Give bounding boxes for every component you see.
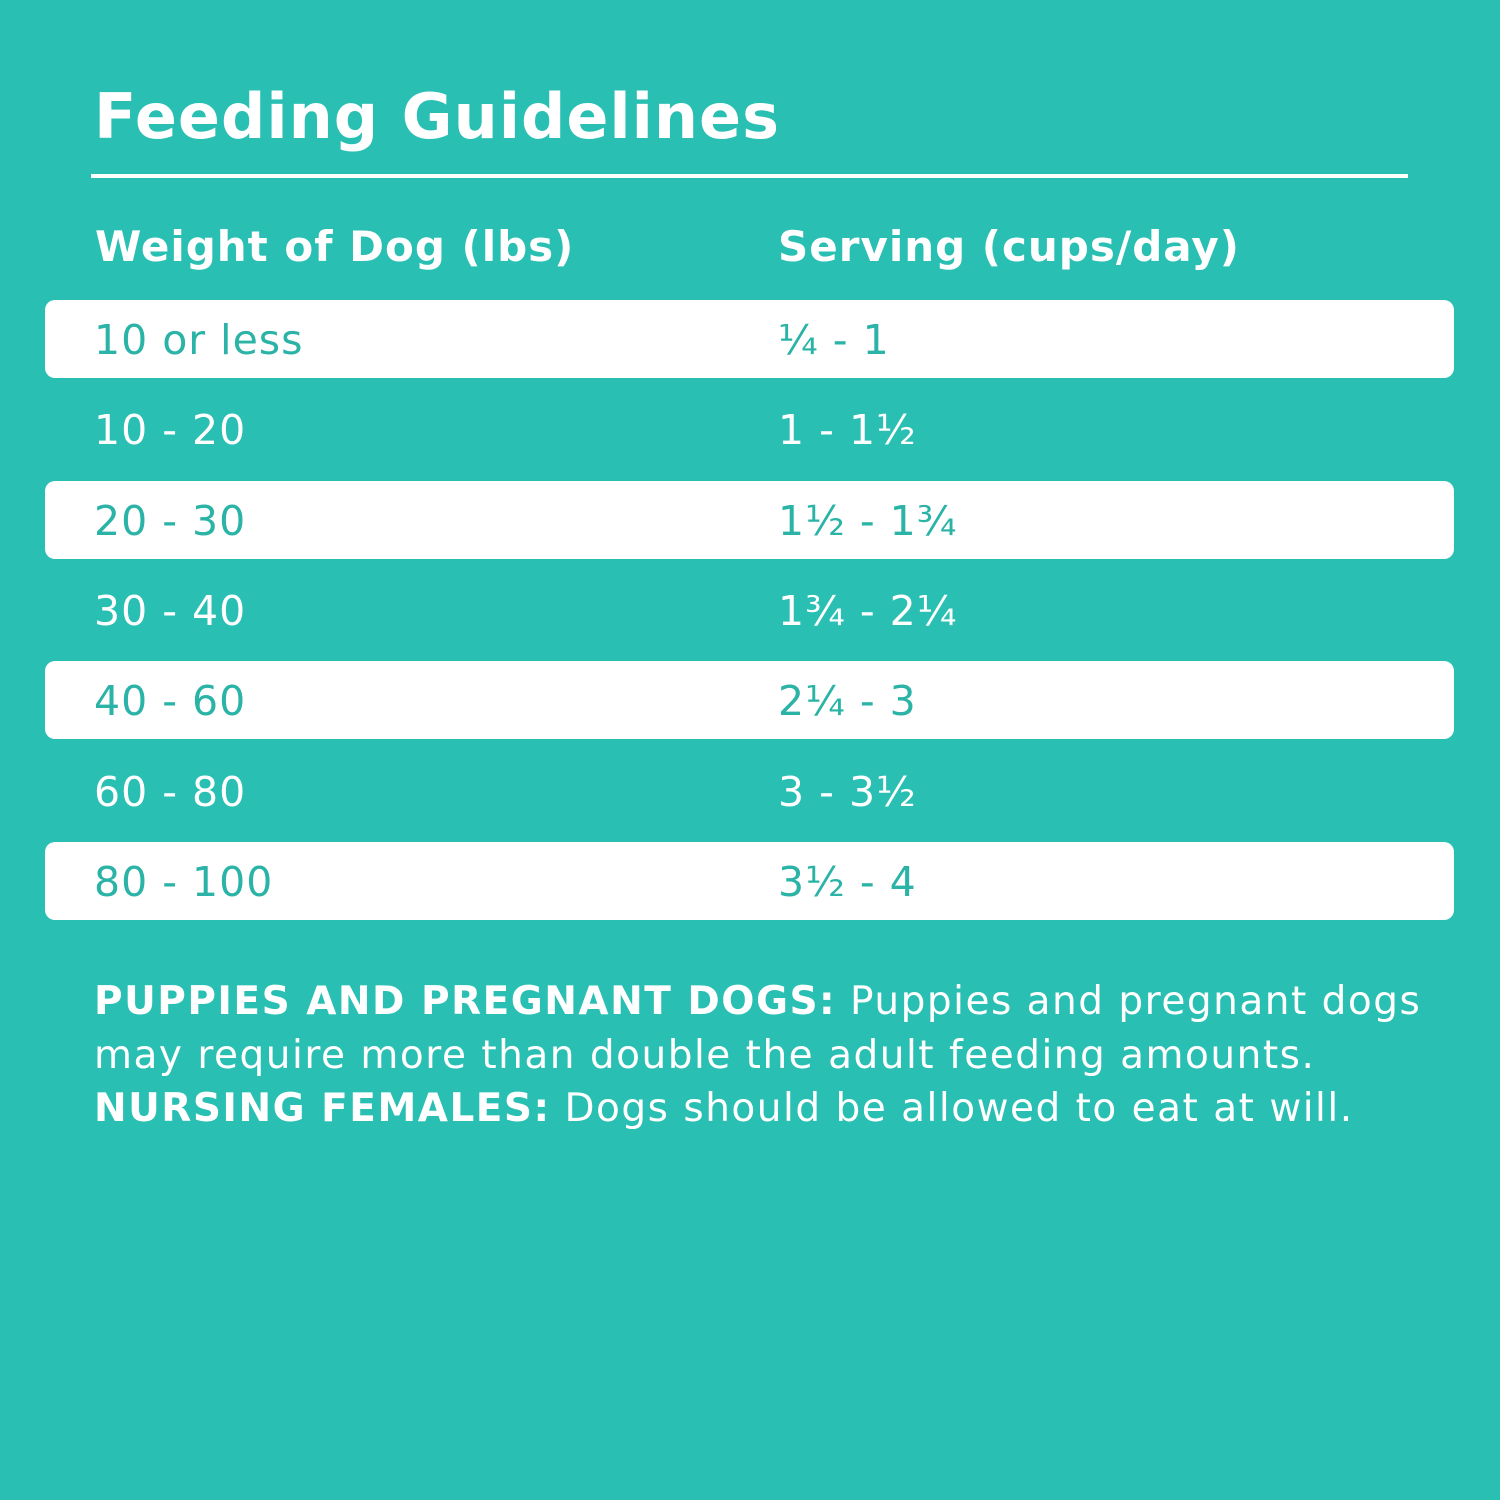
weight-cell: 40 - 60 xyxy=(94,677,247,726)
table-row: 80 - 100 3½ - 4 xyxy=(45,841,1454,920)
note-label-nursing: NURSING FEMALES: xyxy=(94,1086,551,1131)
weight-cell: 10 or less xyxy=(94,316,304,364)
serving-cell: 2¼ - 3 xyxy=(778,677,917,726)
note-label-puppies: PUPPIES AND PREGNANT DOGS: xyxy=(94,979,837,1024)
serving-cell: 3 - 3½ xyxy=(778,767,917,816)
page-title: Feeding Guidelines xyxy=(94,80,780,153)
weight-cell: 30 - 40 xyxy=(94,586,247,635)
feeding-note: PUPPIES AND PREGNANT DOGS: Puppies and p… xyxy=(94,975,1424,1136)
weight-cell: 80 - 100 xyxy=(94,857,274,906)
table-row: 20 - 30 1½ - 1¾ xyxy=(45,480,1454,559)
weight-cell: 10 - 20 xyxy=(94,406,247,455)
serving-cell: 1¾ - 2¼ xyxy=(778,586,958,635)
note-text-nursing: Dogs should be allowed to eat at will. xyxy=(550,1086,1354,1131)
table-row: 60 - 80 3 - 3½ xyxy=(45,752,1454,830)
table-row: 10 - 20 1 - 1½ xyxy=(45,390,1454,468)
weight-cell: 20 - 30 xyxy=(94,496,247,545)
serving-cell: ¼ - 1 xyxy=(778,316,890,364)
note-text-puppies: Puppies and pregnant dogs may require mo… xyxy=(94,979,1422,1078)
serving-cell: 3½ - 4 xyxy=(778,857,917,906)
serving-cell: 1 - 1½ xyxy=(778,406,917,455)
header-serving: Serving (cups/day) xyxy=(778,222,1240,271)
table-row: 10 or less ¼ - 1 xyxy=(45,300,1454,378)
weight-cell: 60 - 80 xyxy=(94,767,247,816)
serving-cell: 1½ - 1¾ xyxy=(778,496,958,545)
table-row: 40 - 60 2¼ - 3 xyxy=(45,661,1454,740)
table-row: 30 - 40 1¾ - 2¼ xyxy=(45,571,1454,649)
title-divider xyxy=(91,174,1408,178)
header-weight: Weight of Dog (lbs) xyxy=(95,222,575,271)
